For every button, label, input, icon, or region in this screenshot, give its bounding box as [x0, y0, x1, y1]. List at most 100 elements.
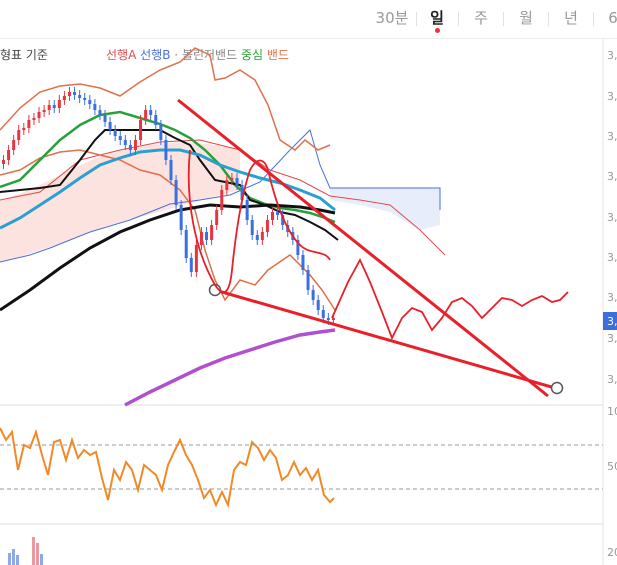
- candle-body: [199, 232, 203, 245]
- candle-body: [62, 96, 66, 100]
- candle-body: [12, 140, 16, 150]
- volume-bar: [40, 554, 43, 565]
- current-price-tag: [603, 312, 617, 330]
- candle-body: [260, 232, 264, 240]
- candle-body: [154, 115, 158, 125]
- legend-separator: ·: [174, 48, 179, 62]
- tab-separator: [416, 12, 417, 26]
- candle-body: [88, 100, 92, 104]
- tab-separator: [503, 12, 504, 26]
- legend-span-a: 선행A: [106, 48, 137, 62]
- volume-tick: 20: [607, 546, 617, 559]
- upper-trend-line: [177, 98, 549, 398]
- ichimoku-cloud-b: [330, 188, 440, 230]
- volume-bar: [36, 543, 39, 565]
- candle-body: [316, 300, 320, 310]
- candle-body: [73, 92, 77, 95]
- candle-body: [108, 122, 112, 130]
- active-tab-indicator: [435, 28, 440, 33]
- candle-body: [37, 112, 41, 118]
- candle-body: [311, 290, 315, 300]
- candle-body: [93, 104, 97, 110]
- rsi-tick: 10: [607, 405, 617, 418]
- candle-body: [245, 200, 249, 220]
- candle-body: [215, 210, 219, 225]
- candle-body: [133, 140, 137, 150]
- candle-body: [301, 255, 305, 270]
- indicator-basis-label: 형표 기준: [0, 48, 48, 62]
- ma-purple: [124, 328, 336, 407]
- tab-separator: [593, 12, 594, 26]
- price-tick: 3,: [607, 332, 617, 345]
- candle-body: [22, 128, 26, 130]
- bollinger-upper: [0, 47, 331, 151]
- price-tick: 3,: [607, 373, 617, 386]
- candle-body: [174, 180, 178, 205]
- candle-body: [250, 220, 254, 235]
- candle-body: [220, 190, 224, 210]
- candle-body: [281, 215, 285, 225]
- tab-more[interactable]: 6: [608, 9, 617, 27]
- candle-body: [169, 160, 173, 180]
- candle-body: [83, 98, 87, 100]
- candle-body: [230, 178, 234, 180]
- volume-bar: [8, 553, 11, 565]
- candle-body: [321, 310, 325, 318]
- volume-bar: [32, 537, 35, 565]
- candle-body: [205, 232, 209, 240]
- price-tick: 3,: [607, 251, 617, 264]
- tab-year[interactable]: 년: [564, 9, 578, 27]
- candle-body: [27, 120, 31, 128]
- candle-body: [123, 140, 127, 145]
- bollinger-lower: [0, 149, 336, 311]
- candle-body: [42, 110, 46, 112]
- candle-body: [331, 318, 335, 320]
- price-tick: 3,: [607, 170, 617, 183]
- volume-bar: [12, 549, 15, 565]
- span-b-line: [0, 129, 441, 263]
- price-tick: 3,: [607, 49, 617, 62]
- candle-body: [326, 318, 330, 320]
- tab-week[interactable]: 주: [474, 9, 488, 27]
- legend-span-b: 선행B: [140, 48, 171, 62]
- lower-trend-line: [214, 288, 556, 390]
- wedge-oval-left: [187, 149, 269, 294]
- legend-bollinger-middle: 중심: [240, 48, 264, 62]
- candle-body: [139, 120, 143, 140]
- price-axis: 3, 3, 3, 3, 3, 3, 3, 3, 3, 3, 10 50 20: [603, 49, 617, 559]
- candle-body: [128, 145, 132, 150]
- wedge-oval-right: [267, 169, 331, 261]
- candle-body: [57, 100, 61, 108]
- candle-body: [276, 212, 280, 215]
- candle-body: [184, 230, 188, 258]
- candle-body: [179, 205, 183, 230]
- candle-body: [103, 115, 107, 122]
- price-tick: 3,: [607, 291, 617, 304]
- candle-body: [17, 130, 21, 140]
- tab-month[interactable]: 월: [519, 9, 533, 27]
- tab-separator: [548, 12, 549, 26]
- candle-body: [194, 245, 198, 272]
- candle-body: [296, 240, 300, 255]
- tab-30min[interactable]: 30분: [375, 9, 409, 27]
- candle-body: [118, 136, 122, 140]
- candle-body: [189, 258, 193, 272]
- price-tick: 3,: [607, 211, 617, 224]
- candle-body: [144, 110, 148, 120]
- ichimoku-cloud: [0, 142, 240, 262]
- candle-body: [67, 92, 71, 96]
- tab-day[interactable]: 일: [430, 9, 444, 27]
- candle-body: [78, 95, 82, 98]
- ma-black-short: [0, 129, 339, 241]
- candle-body: [240, 185, 244, 200]
- candle-body: [2, 160, 5, 164]
- tab-separator: [458, 12, 459, 26]
- volume-bar: [16, 555, 19, 565]
- candle-body: [159, 125, 163, 140]
- bollinger-middle: [0, 110, 336, 224]
- candle-body: [113, 130, 117, 136]
- trend-end-handle[interactable]: [550, 381, 564, 395]
- candle-body: [47, 105, 51, 110]
- candle-body: [235, 178, 239, 185]
